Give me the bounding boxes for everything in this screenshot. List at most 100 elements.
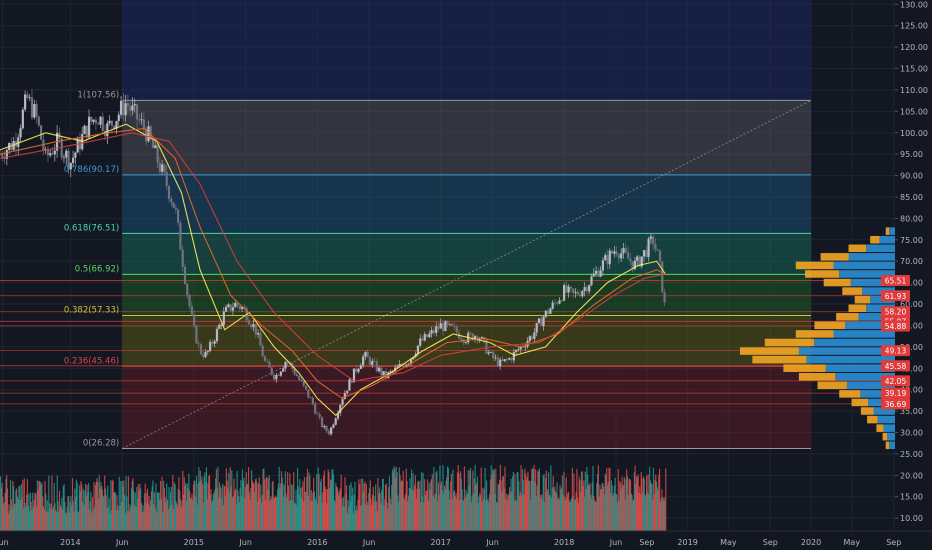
volume-bar bbox=[350, 482, 352, 531]
candle-body bbox=[565, 285, 568, 293]
volume-profile-bar-up bbox=[833, 330, 895, 338]
volume-bar bbox=[235, 504, 237, 531]
volume-profile-bar-up bbox=[858, 313, 895, 321]
candle-body bbox=[298, 376, 301, 380]
candle-body bbox=[615, 251, 618, 255]
time-axis[interactable]: Jun 2014 Jun 2015 Jun 2016 Jun 2017 Jun 2018 Jun Se… bbox=[0, 530, 932, 550]
volume-bar bbox=[61, 498, 63, 531]
volume-bar bbox=[302, 481, 304, 531]
volume-bar bbox=[31, 509, 33, 531]
price-level-tag bbox=[881, 274, 910, 286]
volume-bar bbox=[587, 474, 589, 531]
candle-body bbox=[499, 359, 502, 367]
volume-bar bbox=[538, 468, 541, 531]
volume-bar bbox=[394, 468, 396, 531]
volume-bar bbox=[493, 469, 495, 531]
volume-bar bbox=[272, 480, 274, 531]
volume-bar bbox=[144, 483, 146, 531]
volume-bar bbox=[518, 480, 520, 531]
volume-bar bbox=[129, 504, 131, 531]
volume-bar bbox=[82, 488, 84, 531]
volume-bar bbox=[19, 500, 22, 531]
candle-body bbox=[346, 390, 349, 394]
volume-bar bbox=[625, 479, 627, 531]
volume-bar bbox=[316, 503, 319, 531]
fib-level-label: 0.236(45.46) bbox=[64, 356, 119, 366]
volume-bar bbox=[33, 499, 35, 531]
volume-bar bbox=[413, 490, 415, 531]
candle-body bbox=[250, 324, 253, 328]
volume-bar bbox=[17, 499, 19, 531]
volume-bar bbox=[431, 474, 433, 531]
volume-bar bbox=[414, 484, 416, 531]
candle-body bbox=[190, 306, 193, 315]
candle-body bbox=[99, 116, 102, 125]
volume-bar bbox=[603, 494, 606, 531]
volume-bar bbox=[451, 498, 453, 531]
volume-bar bbox=[355, 505, 358, 531]
volume-bar bbox=[609, 468, 611, 531]
candle-body bbox=[604, 255, 607, 261]
volume-bar bbox=[169, 492, 172, 531]
candle-body bbox=[330, 427, 333, 435]
candle-body bbox=[279, 371, 283, 376]
candle-body bbox=[549, 308, 552, 314]
candle-body bbox=[318, 414, 321, 418]
volume-bar bbox=[553, 489, 555, 531]
volume-bar bbox=[323, 470, 325, 531]
volume-bar bbox=[450, 481, 452, 531]
volume-bar bbox=[218, 482, 221, 531]
volume-bar bbox=[185, 482, 187, 531]
candle-body bbox=[286, 362, 289, 363]
volume-bar bbox=[340, 474, 342, 531]
volume-bar bbox=[89, 501, 91, 531]
volume-bar bbox=[404, 500, 406, 531]
volume-bar bbox=[637, 474, 639, 531]
volume-bar bbox=[5, 478, 7, 531]
candle-body bbox=[547, 310, 550, 314]
volume-bar bbox=[492, 469, 494, 531]
candle-body bbox=[446, 321, 449, 325]
volume-bar bbox=[371, 505, 373, 531]
volume-bar bbox=[641, 478, 643, 531]
volume-bar bbox=[564, 496, 566, 531]
volume-bar bbox=[226, 480, 228, 531]
candle-body bbox=[122, 100, 125, 116]
volume-bar bbox=[53, 482, 55, 531]
candle-body bbox=[101, 116, 104, 132]
volume-bar bbox=[196, 504, 198, 531]
volume-bar bbox=[515, 501, 518, 531]
volume-bar bbox=[251, 480, 254, 531]
volume-bar bbox=[511, 491, 513, 531]
price-level-tag bbox=[881, 360, 910, 372]
candle-body bbox=[496, 357, 499, 367]
volume-bar bbox=[277, 483, 280, 531]
volume-bar bbox=[577, 497, 579, 531]
volume-bar bbox=[453, 491, 455, 531]
volume-bar bbox=[55, 510, 57, 531]
volume-bar bbox=[507, 495, 509, 531]
candle-body bbox=[590, 276, 593, 286]
price-axis[interactable]: 10.00 15.00 20.00 25.00 30.00 35.00 40.00 45.00… bbox=[895, 0, 932, 550]
volume-bar bbox=[521, 494, 523, 531]
candle-body bbox=[451, 323, 454, 326]
price-level-tag bbox=[881, 306, 910, 318]
volume-bar bbox=[379, 493, 381, 531]
volume-bar bbox=[77, 511, 79, 531]
candle-body bbox=[569, 286, 573, 289]
volume-bar bbox=[318, 474, 320, 531]
volume-bar bbox=[594, 501, 596, 531]
candle-body bbox=[389, 371, 392, 373]
volume-bar bbox=[41, 482, 43, 531]
volume-profile-bar-up bbox=[814, 338, 895, 347]
volume-bar bbox=[175, 500, 177, 531]
volume-bar bbox=[535, 469, 537, 531]
volume-bar bbox=[606, 468, 608, 531]
volume-bar bbox=[387, 508, 389, 531]
candle-body bbox=[240, 306, 244, 310]
price-tick-label: 55.00 bbox=[900, 321, 923, 330]
volume-bar bbox=[290, 500, 292, 531]
volume-bar bbox=[572, 496, 574, 531]
volume-bar bbox=[283, 485, 286, 531]
